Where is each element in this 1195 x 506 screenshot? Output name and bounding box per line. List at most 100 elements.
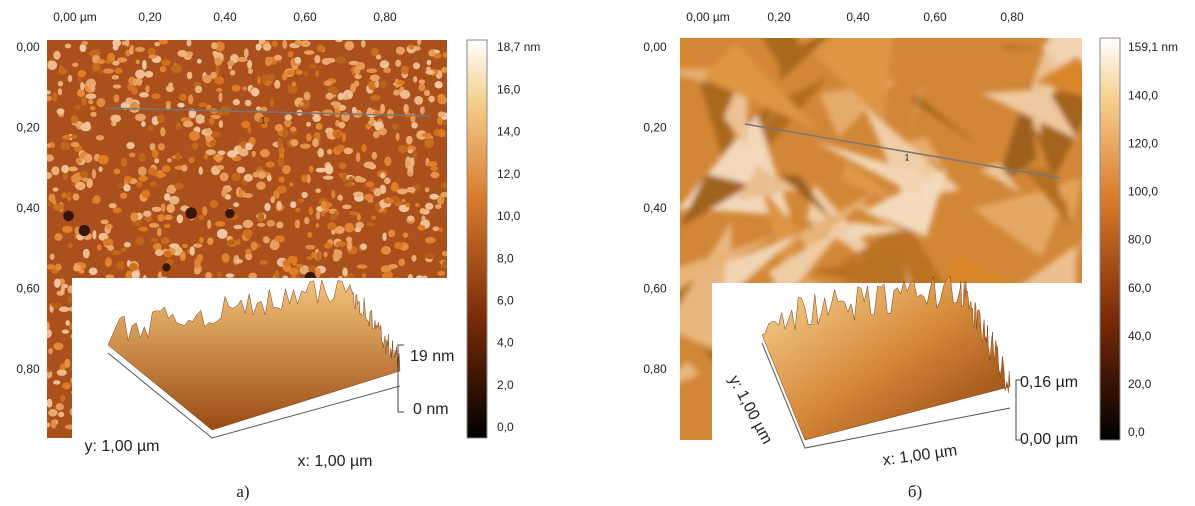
grain [396,188,408,195]
grain [412,150,419,160]
grain [338,162,347,170]
grain [342,204,352,210]
grain [144,70,154,78]
grain [107,52,116,63]
grain [399,89,411,99]
x-tick-label: 0,80 [373,10,397,24]
grain [290,201,297,209]
grain [123,241,131,248]
grain [74,105,81,110]
grain [70,115,79,124]
grain [406,135,413,145]
grain [317,148,324,158]
colorbar-label: 14,0 [497,125,521,139]
grain [138,152,147,163]
surface-3d [761,275,1011,441]
facet [796,191,876,250]
grain [274,79,281,89]
colorbar-label: 40,0 [1128,329,1152,343]
facet [1024,226,1054,258]
grain [212,50,218,56]
grain [375,54,382,60]
grain [216,165,225,170]
grain [95,135,105,141]
z-max-label: 19 nm [410,348,454,365]
grain [148,54,158,59]
grain [135,236,145,246]
grain [325,57,336,63]
grain [271,40,278,48]
z-min-label: 0 nm [413,401,449,418]
grain [355,152,361,163]
grain [161,59,171,66]
grain [158,40,169,45]
z-scale [1015,379,1022,441]
grain [291,258,297,266]
grain [411,122,418,129]
grain [334,226,345,235]
grain [303,70,308,77]
grain [70,134,78,140]
grain [64,43,72,49]
grain [216,228,228,239]
grain [199,118,205,124]
grain [143,210,152,217]
grain [276,221,284,229]
grain [410,157,415,168]
grain [214,220,226,227]
grain [425,69,435,75]
grain [104,257,112,267]
grain [84,121,91,128]
grain [98,166,103,172]
grain [62,382,71,390]
grain [426,59,432,66]
grain [346,236,353,243]
grain [407,215,415,222]
grain [286,69,296,76]
grain [132,78,138,87]
grain [96,59,106,64]
grain [257,212,265,223]
grain [139,92,149,98]
grain [294,56,302,64]
grain [64,358,71,368]
grain [214,57,223,66]
grain [202,74,212,84]
grain [70,174,82,183]
grain [374,202,382,212]
grain [123,184,131,192]
facet [680,235,777,289]
grain [145,85,150,93]
grain [238,148,249,157]
grain [365,181,375,188]
grain [323,242,333,249]
grain [174,182,184,190]
grain [423,89,431,97]
facet [925,156,936,174]
grain [441,66,447,73]
grain [235,259,243,264]
y-tick-label: 0,20 [16,121,40,135]
grain [442,51,447,58]
grain [79,43,87,53]
colorbar-label: 4,0 [497,336,514,350]
grain [265,73,276,82]
grain [171,64,183,74]
colorbar-label: 20,0 [1128,377,1152,391]
grain [424,253,436,260]
x-tick-label: 0,80 [1000,10,1024,24]
grain [439,264,447,269]
x-tick-label: 0,60 [293,10,317,24]
y-tick-label: 0,20 [643,121,667,135]
grain [342,173,347,182]
grain [351,106,357,115]
grain [135,59,140,65]
grain [175,152,181,161]
grain [218,120,224,129]
facet [845,221,907,240]
x-axis-label: x: 1,00 µm [297,453,372,470]
grain [273,190,280,200]
axis-frame [761,342,1011,449]
grain [396,80,405,86]
grain [369,74,380,82]
